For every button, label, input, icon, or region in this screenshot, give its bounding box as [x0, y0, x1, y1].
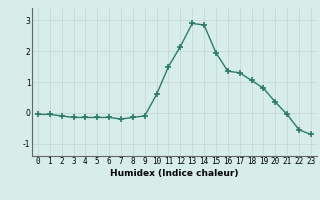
- X-axis label: Humidex (Indice chaleur): Humidex (Indice chaleur): [110, 169, 239, 178]
